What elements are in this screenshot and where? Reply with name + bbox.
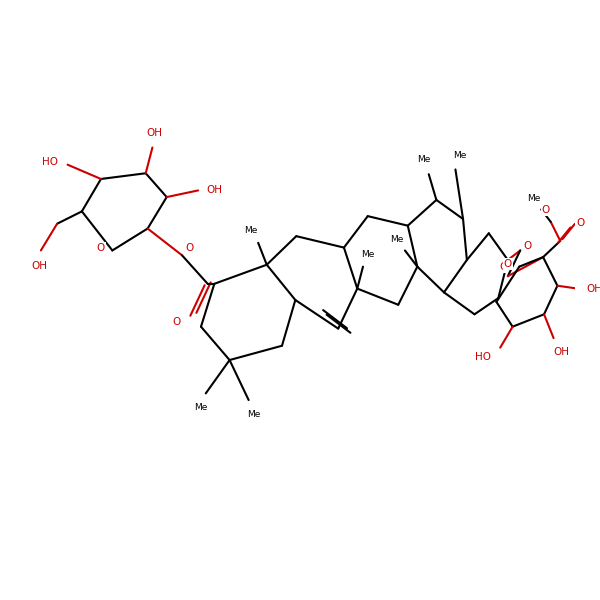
Text: Me: Me [391, 235, 404, 244]
Text: OH: OH [587, 284, 600, 293]
Text: OH: OH [206, 185, 223, 196]
Text: O: O [97, 242, 105, 253]
Text: O: O [172, 317, 181, 327]
Text: Me: Me [417, 155, 431, 164]
Text: Me: Me [454, 151, 467, 160]
Text: O: O [576, 218, 584, 228]
Text: O: O [524, 241, 532, 251]
Text: Me: Me [361, 250, 374, 259]
Text: O: O [499, 262, 507, 272]
Text: HO: HO [43, 157, 58, 167]
Text: OH: OH [146, 128, 162, 138]
Text: O: O [185, 242, 194, 253]
Text: OH: OH [553, 347, 569, 358]
Text: O: O [542, 205, 550, 215]
Text: Me: Me [244, 226, 257, 235]
Text: O: O [504, 259, 512, 269]
Text: HO: HO [475, 352, 491, 362]
Text: Me: Me [194, 403, 208, 412]
Text: Me: Me [527, 194, 540, 203]
Text: OH: OH [31, 260, 47, 271]
Text: Me: Me [247, 410, 260, 419]
